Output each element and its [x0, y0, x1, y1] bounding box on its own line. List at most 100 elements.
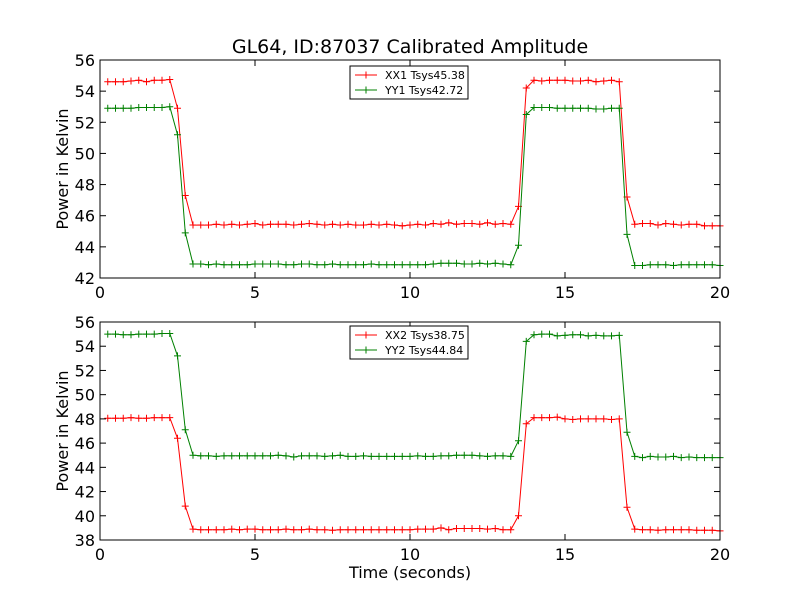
data-point [243, 452, 251, 460]
data-point [189, 260, 197, 268]
data-point [205, 261, 212, 269]
data-point [313, 220, 321, 228]
data-point [220, 452, 228, 460]
data-point [104, 414, 112, 422]
data-point [422, 261, 429, 269]
data-point [701, 222, 708, 230]
data-point [437, 259, 445, 267]
data-point [181, 229, 189, 237]
data-point [313, 452, 321, 460]
data-point [236, 452, 243, 460]
data-point [670, 220, 677, 228]
data-point [150, 103, 158, 111]
data-point [189, 451, 197, 459]
data-point [391, 452, 398, 460]
y-tick-label: 52 [75, 361, 95, 380]
data-point [112, 330, 119, 338]
data-point [375, 221, 383, 229]
data-point [708, 261, 716, 269]
data-point [251, 260, 259, 268]
data-point [515, 512, 522, 520]
data-point [553, 104, 561, 112]
data-point [282, 452, 290, 460]
data-point [228, 261, 236, 269]
data-point [119, 78, 127, 86]
data-point [205, 452, 212, 460]
data-point [243, 220, 251, 228]
data-point [197, 452, 205, 460]
data-point [701, 454, 708, 462]
data-point [360, 261, 367, 269]
data-point [329, 220, 336, 228]
data-point [654, 261, 662, 269]
data-point [329, 260, 336, 268]
legend-box [349, 65, 469, 100]
data-point [530, 414, 538, 422]
data-point [569, 415, 577, 423]
data-point [197, 260, 205, 268]
y-tick-label: 52 [75, 113, 95, 132]
data-point [367, 452, 375, 460]
data-point [344, 220, 352, 228]
y-tick-label: 46 [75, 434, 95, 453]
data-point [352, 221, 360, 229]
data-point [104, 78, 112, 86]
data-point [577, 104, 584, 112]
data-point [112, 104, 119, 112]
data-point [282, 261, 290, 269]
legend-marker [362, 331, 370, 339]
x-tick-label: 5 [250, 545, 260, 564]
data-point [267, 452, 274, 460]
data-point [623, 503, 631, 511]
data-point [305, 260, 313, 268]
data-point [298, 260, 305, 268]
data-point [685, 261, 693, 269]
data-point [646, 261, 654, 269]
data-point [236, 526, 243, 534]
data-point [259, 221, 267, 229]
data-point [429, 452, 437, 460]
data-point [592, 105, 600, 113]
data-point [569, 104, 577, 112]
legend-marker [362, 71, 370, 79]
data-point [228, 452, 236, 460]
data-point [662, 526, 670, 534]
data-point [693, 261, 701, 269]
data-point [476, 220, 484, 228]
x-tick-label: 15 [555, 545, 575, 564]
data-point [546, 414, 553, 422]
data-point [267, 220, 274, 228]
data-point [437, 220, 445, 228]
data-point [685, 526, 693, 534]
data-point [212, 260, 220, 268]
data-point [437, 524, 445, 532]
data-point [274, 260, 282, 268]
data-point [375, 526, 383, 534]
y-tick-label: 56 [75, 51, 95, 70]
data-point [600, 77, 608, 85]
data-point [631, 452, 639, 460]
data-point [592, 331, 600, 339]
data-point [538, 330, 546, 338]
data-point [569, 331, 577, 339]
data-point [592, 78, 600, 86]
data-point [422, 221, 429, 229]
x-tick-label: 0 [95, 283, 105, 302]
data-point [189, 525, 197, 533]
data-point [453, 524, 460, 532]
data-point [158, 414, 166, 422]
data-point [305, 452, 313, 460]
data-point [577, 77, 584, 85]
data-point [274, 220, 282, 228]
data-point [290, 261, 298, 269]
data-point [267, 260, 274, 268]
data-point [623, 230, 631, 238]
data-point [437, 452, 445, 460]
data-point [336, 221, 344, 229]
data-point [662, 453, 670, 461]
data-point [608, 332, 615, 340]
data-point [476, 524, 484, 532]
data-point [646, 220, 654, 227]
data-point [305, 525, 313, 533]
data-point [476, 259, 484, 267]
